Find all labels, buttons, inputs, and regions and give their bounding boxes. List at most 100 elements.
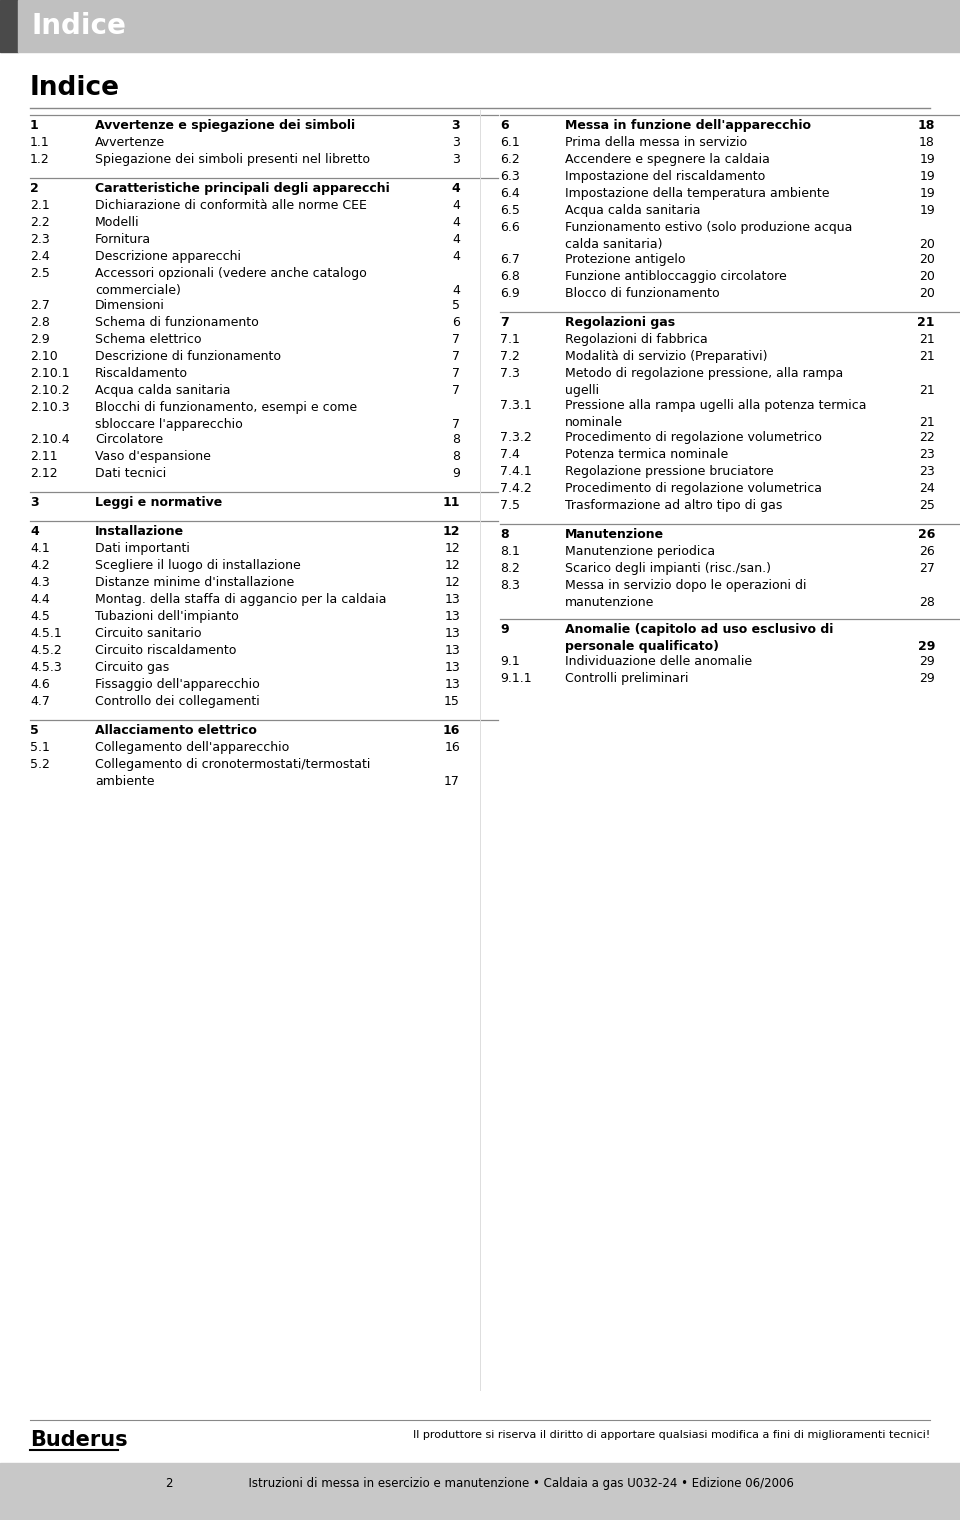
- Text: 4: 4: [452, 216, 460, 230]
- Text: Installazione: Installazione: [95, 524, 184, 538]
- Text: 16: 16: [444, 742, 460, 754]
- Text: Avvertenze: Avvertenze: [95, 135, 165, 149]
- Text: 12: 12: [444, 559, 460, 572]
- Text: 4: 4: [452, 284, 460, 296]
- Text: 7.4.2: 7.4.2: [500, 482, 532, 496]
- Text: Acqua calda sanitaria: Acqua calda sanitaria: [95, 385, 230, 397]
- Text: 12: 12: [444, 543, 460, 555]
- Text: 20: 20: [919, 252, 935, 266]
- Text: 13: 13: [444, 661, 460, 673]
- Text: 16: 16: [443, 724, 460, 737]
- Text: 3: 3: [30, 496, 38, 509]
- Text: 4.5.3: 4.5.3: [30, 661, 61, 673]
- Text: 4.1: 4.1: [30, 543, 50, 555]
- Text: Messa in funzione dell'apparecchio: Messa in funzione dell'apparecchio: [565, 119, 811, 132]
- Text: 1.2: 1.2: [30, 154, 50, 166]
- Text: 4: 4: [452, 233, 460, 246]
- Text: Metodo di regolazione pressione, alla rampa: Metodo di regolazione pressione, alla ra…: [565, 366, 843, 380]
- Text: 5.2: 5.2: [30, 758, 50, 771]
- Bar: [0, 1462, 960, 1520]
- Text: Individuazione delle anomalie: Individuazione delle anomalie: [565, 655, 752, 667]
- Text: 6.9: 6.9: [500, 287, 519, 299]
- Text: 2.12: 2.12: [30, 467, 58, 480]
- Text: Collegamento di cronotermostati/termostati: Collegamento di cronotermostati/termosta…: [95, 758, 371, 771]
- Text: Leggi e normative: Leggi e normative: [95, 496, 223, 509]
- Text: 4.6: 4.6: [30, 678, 50, 692]
- Text: 7.3.2: 7.3.2: [500, 432, 532, 444]
- Text: Scarico degli impianti (risc./san.): Scarico degli impianti (risc./san.): [565, 562, 771, 575]
- Text: 21: 21: [920, 416, 935, 429]
- Text: Messa in servizio dopo le operazioni di: Messa in servizio dopo le operazioni di: [565, 579, 806, 591]
- Text: Accendere e spegnere la caldaia: Accendere e spegnere la caldaia: [565, 154, 770, 166]
- Text: ugelli: ugelli: [565, 385, 599, 397]
- Text: 23: 23: [920, 465, 935, 477]
- Text: 12: 12: [443, 524, 460, 538]
- Text: Controllo dei collegamenti: Controllo dei collegamenti: [95, 695, 260, 708]
- Text: 7.4.1: 7.4.1: [500, 465, 532, 477]
- Text: 2.8: 2.8: [30, 316, 50, 328]
- Text: Dichiarazione di conformità alle norme CEE: Dichiarazione di conformità alle norme C…: [95, 199, 367, 211]
- Text: Acqua calda sanitaria: Acqua calda sanitaria: [565, 204, 701, 217]
- Text: 19: 19: [920, 170, 935, 182]
- Text: 9.1.1: 9.1.1: [500, 672, 532, 686]
- Text: 21: 21: [920, 333, 935, 347]
- Text: 2.5: 2.5: [30, 268, 50, 280]
- Text: Manutenzione periodica: Manutenzione periodica: [565, 546, 715, 558]
- Text: 8.3: 8.3: [500, 579, 520, 591]
- Text: Potenza termica nominale: Potenza termica nominale: [565, 448, 729, 461]
- Text: 6.8: 6.8: [500, 271, 520, 283]
- Bar: [18, 0, 960, 52]
- Text: 2.11: 2.11: [30, 450, 58, 464]
- Text: 18: 18: [919, 135, 935, 149]
- Text: Indice: Indice: [30, 74, 120, 100]
- Text: Protezione antigelo: Protezione antigelo: [565, 252, 685, 266]
- Text: Distanze minime d'installazione: Distanze minime d'installazione: [95, 576, 295, 590]
- Text: 2.10.2: 2.10.2: [30, 385, 70, 397]
- Text: Trasformazione ad altro tipo di gas: Trasformazione ad altro tipo di gas: [565, 499, 782, 512]
- Text: Riscaldamento: Riscaldamento: [95, 366, 188, 380]
- Text: Regolazione pressione bruciatore: Regolazione pressione bruciatore: [565, 465, 774, 477]
- Text: 18: 18: [918, 119, 935, 132]
- Text: 2.9: 2.9: [30, 333, 50, 347]
- Text: 29: 29: [920, 672, 935, 686]
- Text: personale qualificato): personale qualificato): [565, 640, 719, 654]
- Text: 4: 4: [452, 199, 460, 211]
- Text: ambiente: ambiente: [95, 775, 155, 787]
- Text: Funzione antibloccaggio circolatore: Funzione antibloccaggio circolatore: [565, 271, 787, 283]
- Text: Manutenzione: Manutenzione: [565, 527, 664, 541]
- Text: 23: 23: [920, 448, 935, 461]
- Text: 20: 20: [919, 239, 935, 251]
- Text: manutenzione: manutenzione: [565, 596, 655, 610]
- Text: 7: 7: [452, 350, 460, 363]
- Text: 7: 7: [452, 366, 460, 380]
- Text: Impostazione della temperatura ambiente: Impostazione della temperatura ambiente: [565, 187, 829, 201]
- Text: Anomalie (capitolo ad uso esclusivo di: Anomalie (capitolo ad uso esclusivo di: [565, 623, 833, 635]
- Text: Indice: Indice: [32, 12, 127, 40]
- Text: 29: 29: [920, 655, 935, 667]
- Text: 7.1: 7.1: [500, 333, 520, 347]
- Text: 28: 28: [919, 596, 935, 610]
- Text: 8: 8: [500, 527, 509, 541]
- Text: Modalità di servizio (Preparativi): Modalità di servizio (Preparativi): [565, 350, 767, 363]
- Text: Impostazione del riscaldamento: Impostazione del riscaldamento: [565, 170, 765, 182]
- Text: Regolazioni di fabbrica: Regolazioni di fabbrica: [565, 333, 708, 347]
- Text: Procedimento di regolazione volumetrico: Procedimento di regolazione volumetrico: [565, 432, 822, 444]
- Text: 7.3: 7.3: [500, 366, 520, 380]
- Text: 6.3: 6.3: [500, 170, 519, 182]
- Text: 25: 25: [919, 499, 935, 512]
- Text: 4.3: 4.3: [30, 576, 50, 590]
- Text: Montag. della staffa di aggancio per la caldaia: Montag. della staffa di aggancio per la …: [95, 593, 387, 606]
- Text: Blocchi di funzionamento, esempi e come: Blocchi di funzionamento, esempi e come: [95, 401, 357, 413]
- Text: Circolatore: Circolatore: [95, 433, 163, 445]
- Text: 6.2: 6.2: [500, 154, 519, 166]
- Text: 2.2: 2.2: [30, 216, 50, 230]
- Text: 7.2: 7.2: [500, 350, 520, 363]
- Text: 2.10: 2.10: [30, 350, 58, 363]
- Text: 6.1: 6.1: [500, 135, 519, 149]
- Text: Dati tecnici: Dati tecnici: [95, 467, 166, 480]
- Text: 21: 21: [920, 350, 935, 363]
- Text: 3: 3: [452, 154, 460, 166]
- Text: 13: 13: [444, 644, 460, 657]
- Text: 13: 13: [444, 610, 460, 623]
- Text: Descrizione di funzionamento: Descrizione di funzionamento: [95, 350, 281, 363]
